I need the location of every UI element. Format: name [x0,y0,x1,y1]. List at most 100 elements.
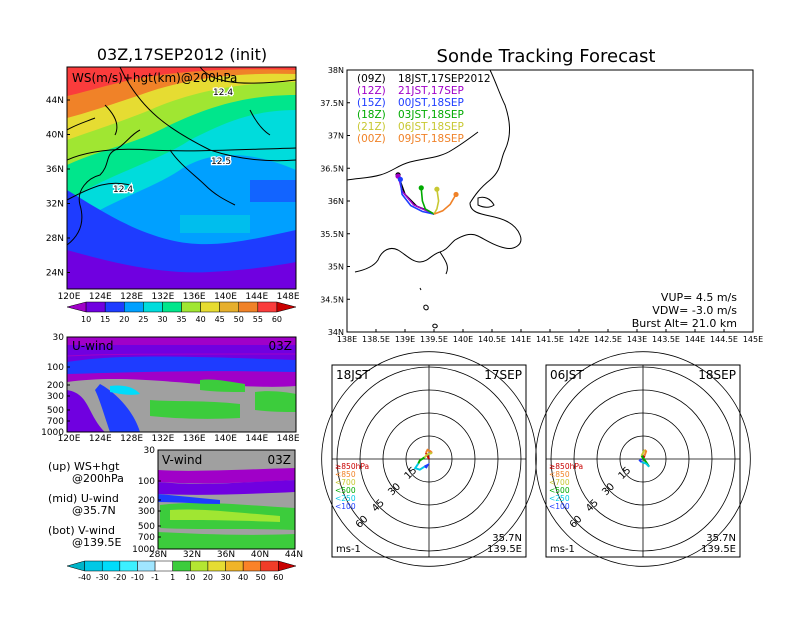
colorbar-tick: 55 [253,315,263,324]
upper-map-panel: WS(m/s)+hgt(km)@200hPa 12.4 12.5 12.4 44… [46,66,300,324]
lat-tick-label: 28N [46,234,64,244]
pressure-tick-label: 30 [144,446,156,456]
lat-tick-label: 35N [328,263,344,272]
hodograph-segment [417,456,425,465]
lon-tick-label: 136E [183,434,206,444]
colorbar-swatch [137,560,156,572]
vup-text: VUP= 4.5 m/s [661,291,737,304]
lat-tick-label: 32N [46,200,64,210]
hodograph-lat: 35.7N [492,533,522,544]
colorbar-swatch [101,560,121,572]
pressure-tick-label: 200 [47,381,64,391]
colorbar-swatch [278,560,297,572]
legend-code: (15Z) [357,97,386,109]
lon-tick-label: 139.5E [420,335,448,344]
colorbar-swatch [66,301,87,313]
level-legend: ≥850hPa [335,462,369,471]
track-map-panel: (09Z) 18JST,17SEP2012 (12Z) 21JST,17SEP (15Z… [320,66,763,344]
level-legend: <850 [549,470,570,479]
colorbar-swatch [143,301,163,313]
level-legend: <700 [335,478,356,487]
contour-label: 12.4 [113,185,133,195]
pressure-tick-label: 100 [138,477,155,487]
u-wind-label: U-wind [72,339,113,353]
colorbar-tick: 50 [256,573,266,582]
colorbar-tick: 60 [272,315,282,324]
lon-tick-label: 142.5E [594,335,622,344]
colorbar-swatch [257,301,278,313]
lat-tick-label: 35.5N [320,230,344,239]
lon-tick-label: 132E [151,292,174,302]
colorbar-tick: 1 [170,573,175,582]
legend-code: (18Z) [357,109,386,121]
lon-tick-label: 140E [214,434,237,444]
u-lon-ticks: 120E 124E 128E 132E 136E 140E 144E 148E [58,434,300,444]
lon-tick-label: 144E [685,335,705,344]
colorbar-swatch [119,560,138,572]
colorbar-tick: 25 [138,315,148,324]
colorbar-tick: -20 [113,573,126,582]
contour-label: 12.5 [211,157,231,167]
legend-time: 03JST,18SEP [398,109,464,121]
pressure-tick-label: 30 [53,333,65,343]
track-line [433,189,440,215]
lat-tick-label: 34.5N [320,295,344,304]
hodograph-segment [423,451,433,459]
lon-tick-label: 120E [58,434,81,444]
colorbar-swatch [162,301,182,313]
level-legend: <100 [335,502,356,511]
pressure-tick-label: 100 [47,363,64,373]
legend-mid-2: @35.7N [72,504,116,517]
legend-time: 06JST,18SEP [398,121,464,133]
legend-time: 09JST,18SEP [398,133,464,145]
lon-tick-label: 138E [337,335,357,344]
lat-tick-label: 34N [328,328,344,337]
upper-lon-ticks: 120E 124E 128E 132E 136E 140E 144E 148E [58,292,300,302]
hodograph-time: 18JST [336,368,370,382]
colorbar-tick: 15 [100,315,110,324]
hodograph-segment [641,461,650,468]
hodograph-date: 18SEP [698,368,736,382]
level-legend: ≥850hPa [549,462,583,471]
pressure-tick-label: 500 [47,406,64,416]
colorbar-tick: 50 [234,315,244,324]
colorbar-swatch [219,301,239,313]
colorbar-swatch [200,301,220,313]
lat-tick-label: 36N [217,550,235,560]
lon-tick-label: 139E [395,335,415,344]
lat-tick-label: 28N [149,550,167,560]
hodograph-ring [535,351,751,567]
lon-tick-label: 144E [245,434,268,444]
hodograph-time: 06JST [550,368,584,382]
lon-tick-label: 124E [89,292,112,302]
lon-tick-label: 148E [277,434,300,444]
level-legend: <500 [549,486,570,495]
colorbar-swatch [154,560,173,572]
contour-label: 12.4 [213,88,233,98]
legend-up-2: @200hPa [72,472,124,485]
lat-tick-label: 40N [46,131,64,141]
lon-tick-label: 136E [183,292,206,302]
colorbar-tick: 30 [220,573,230,582]
colorbar-swatch [124,301,144,313]
colorbar-tick: 30 [157,315,167,324]
colorbar-swatch [260,560,279,572]
legend-code: (12Z) [357,85,386,97]
lat-tick-label: 32N [183,550,201,560]
lat-tick-label: 37.5N [320,99,344,108]
colorbar-swatch [238,301,259,313]
hodograph-segment [425,448,433,454]
pressure-tick-label: 1000 [132,545,155,555]
panel-legend: (up) WS+hgt @200hPa (mid) U-wind @35.7N … [48,460,124,549]
lon-tick-label: 143E [627,335,647,344]
lon-tick-label: 132E [151,434,174,444]
burst-text: Burst Alt= 21.0 km [632,317,737,330]
lat-tick-label: 38N [328,66,344,75]
track-lon-ticks: 138E 138.5E 139E 139.5E 140E 140.5E 141E 141.5E… [337,329,763,344]
